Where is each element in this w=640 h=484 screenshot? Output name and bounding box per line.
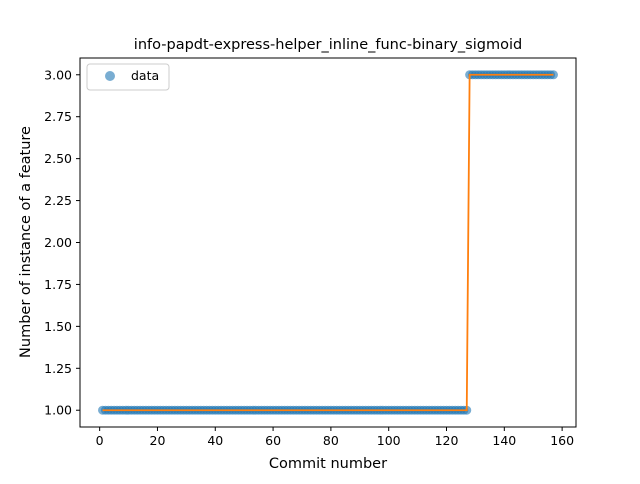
y-tick-label: 2.75 [44,109,72,124]
fit-line [102,73,554,412]
x-tick-label: 140 [492,433,516,448]
x-axis-label: Commit number [269,456,387,472]
x-tick-label: 60 [265,433,281,448]
y-tick-label: 1.75 [44,277,72,292]
y-tick-label: 1.25 [44,361,72,376]
x-tick-label: 80 [323,433,339,448]
y-tick-label: 1.00 [44,403,72,418]
y-tick-label: 2.25 [44,193,72,208]
legend-frame [86,63,170,91]
x-tick-label: 160 [550,433,574,448]
y-tick-label: 2.50 [44,151,72,166]
legend-label-data: data [131,68,159,83]
legend-marker-data [105,71,115,81]
legend: data [86,63,170,91]
x-axis: 0 20 40 60 80 100 120 140 160 [96,427,574,448]
y-axis-label: Number of instance of a feature [18,126,34,358]
x-tick-label: 100 [377,433,401,448]
x-tick-label: 120 [435,433,459,448]
chart-title: info-papdt-express-helper_inline_func-bi… [134,37,522,53]
y-tick-label: 1.50 [44,319,72,334]
x-tick-label: 20 [150,433,166,448]
y-tick-label: 3.00 [44,67,72,82]
x-tick-label: 0 [96,433,104,448]
y-tick-label: 2.00 [44,235,72,250]
plot-area [98,70,558,415]
x-tick-label: 40 [207,433,223,448]
y-axis: 1.00 1.25 1.50 1.75 2.00 2.25 2.50 2.75 3.00 [44,67,80,418]
